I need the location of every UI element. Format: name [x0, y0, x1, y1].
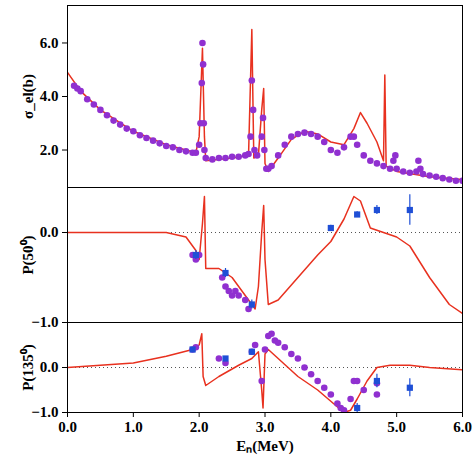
svg-text:0.0: 0.0 [40, 359, 59, 375]
svg-text:6.0: 6.0 [453, 419, 472, 435]
svg-text:4.0: 4.0 [321, 419, 340, 435]
svg-text:6.0: 6.0 [40, 35, 59, 51]
svg-text:4.0: 4.0 [40, 88, 59, 104]
svg-text:σ_el(b): σ_el(b) [20, 74, 37, 119]
svg-text:Eₙ(MeV): Eₙ(MeV) [236, 438, 294, 455]
svg-text:3.0: 3.0 [256, 419, 275, 435]
svg-text:P(135⁰): P(135⁰) [19, 344, 37, 391]
svg-text:P(50⁰): P(50⁰) [19, 235, 37, 274]
svg-text:0.0: 0.0 [40, 224, 59, 240]
svg-text:0.0: 0.0 [58, 419, 77, 435]
svg-text:2.0: 2.0 [190, 419, 209, 435]
svg-text:5.0: 5.0 [387, 419, 406, 435]
svg-text:2.0: 2.0 [40, 142, 59, 158]
svg-text:−1.0: −1.0 [31, 404, 58, 420]
svg-text:1.0: 1.0 [124, 419, 143, 435]
svg-text:−1.0: −1.0 [31, 314, 58, 330]
